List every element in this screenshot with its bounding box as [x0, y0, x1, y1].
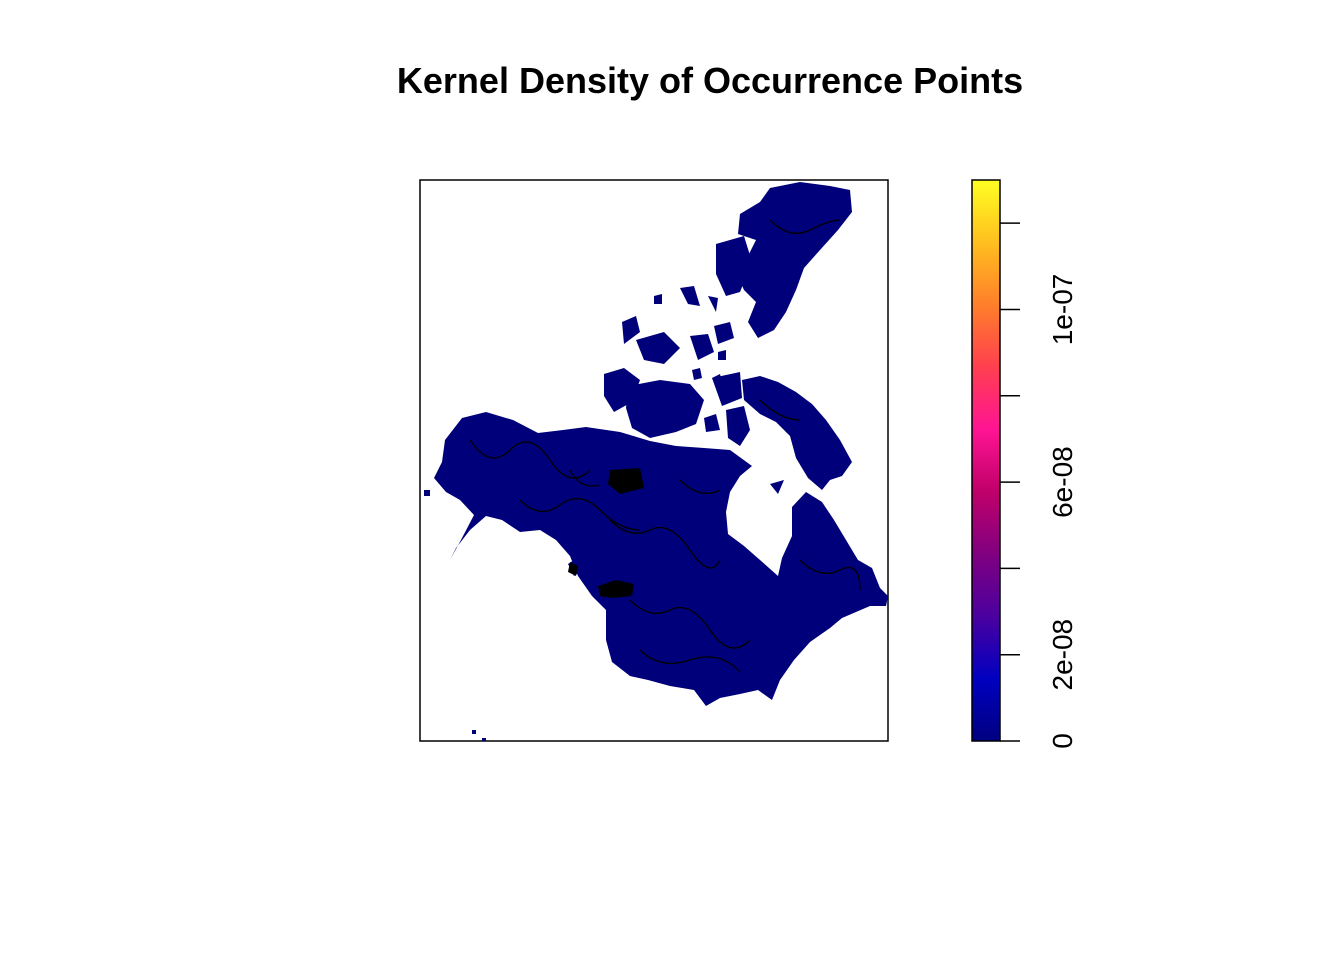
king-william-island [704, 414, 720, 432]
mainland-landmass [434, 412, 888, 706]
ellesmere-island [736, 182, 852, 338]
density-cluster [598, 580, 634, 598]
legend-tick-label: 1e-07 [1047, 274, 1078, 346]
density-raster [424, 182, 888, 741]
high-density-clusters [568, 468, 644, 598]
density-cluster [568, 562, 578, 576]
small-island-3 [718, 350, 726, 360]
contour-line [679, 479, 721, 494]
contour-line [569, 469, 601, 487]
bathurst-island [690, 334, 714, 360]
prince-patrick-island [622, 316, 640, 344]
small-island-2 [712, 374, 722, 382]
legend-tick-label: 6e-08 [1047, 446, 1078, 518]
legend-tick-label: 0 [1047, 733, 1078, 749]
small-island-5 [424, 490, 430, 496]
contour-line [469, 439, 591, 479]
axel-island-b [708, 296, 718, 312]
southampton-island [770, 480, 784, 494]
small-island-7 [482, 738, 486, 741]
map-panel [419, 179, 889, 742]
plot-title: Kernel Density of Occurrence Points [397, 60, 1023, 101]
legend-axis: 0 2e-08 6e-08 1e-07 [1000, 222, 1078, 749]
contour-line [629, 599, 751, 649]
contour-line [609, 519, 721, 569]
victoria-island [626, 380, 704, 438]
contour-line [519, 498, 641, 531]
cornwallis-island [714, 322, 734, 344]
newfoundland-island [862, 584, 888, 606]
axel-island-a [680, 286, 700, 306]
contour-line [769, 219, 841, 234]
contour-line [759, 399, 801, 421]
density-contours [469, 219, 861, 673]
small-island-6 [472, 730, 476, 734]
devon-island [716, 236, 752, 296]
color-legend: 0 2e-08 6e-08 1e-07 [971, 179, 1078, 749]
contour-line [639, 649, 741, 673]
contour-line [799, 559, 861, 591]
density-cluster [608, 468, 644, 494]
legend-colorbar [971, 179, 1001, 742]
baffin-island [742, 376, 852, 490]
melville-island [636, 332, 680, 364]
small-island-1 [654, 294, 662, 304]
boothia-peninsula [726, 406, 750, 446]
small-island-4 [692, 368, 702, 380]
legend-tick-label: 2e-08 [1047, 619, 1078, 691]
